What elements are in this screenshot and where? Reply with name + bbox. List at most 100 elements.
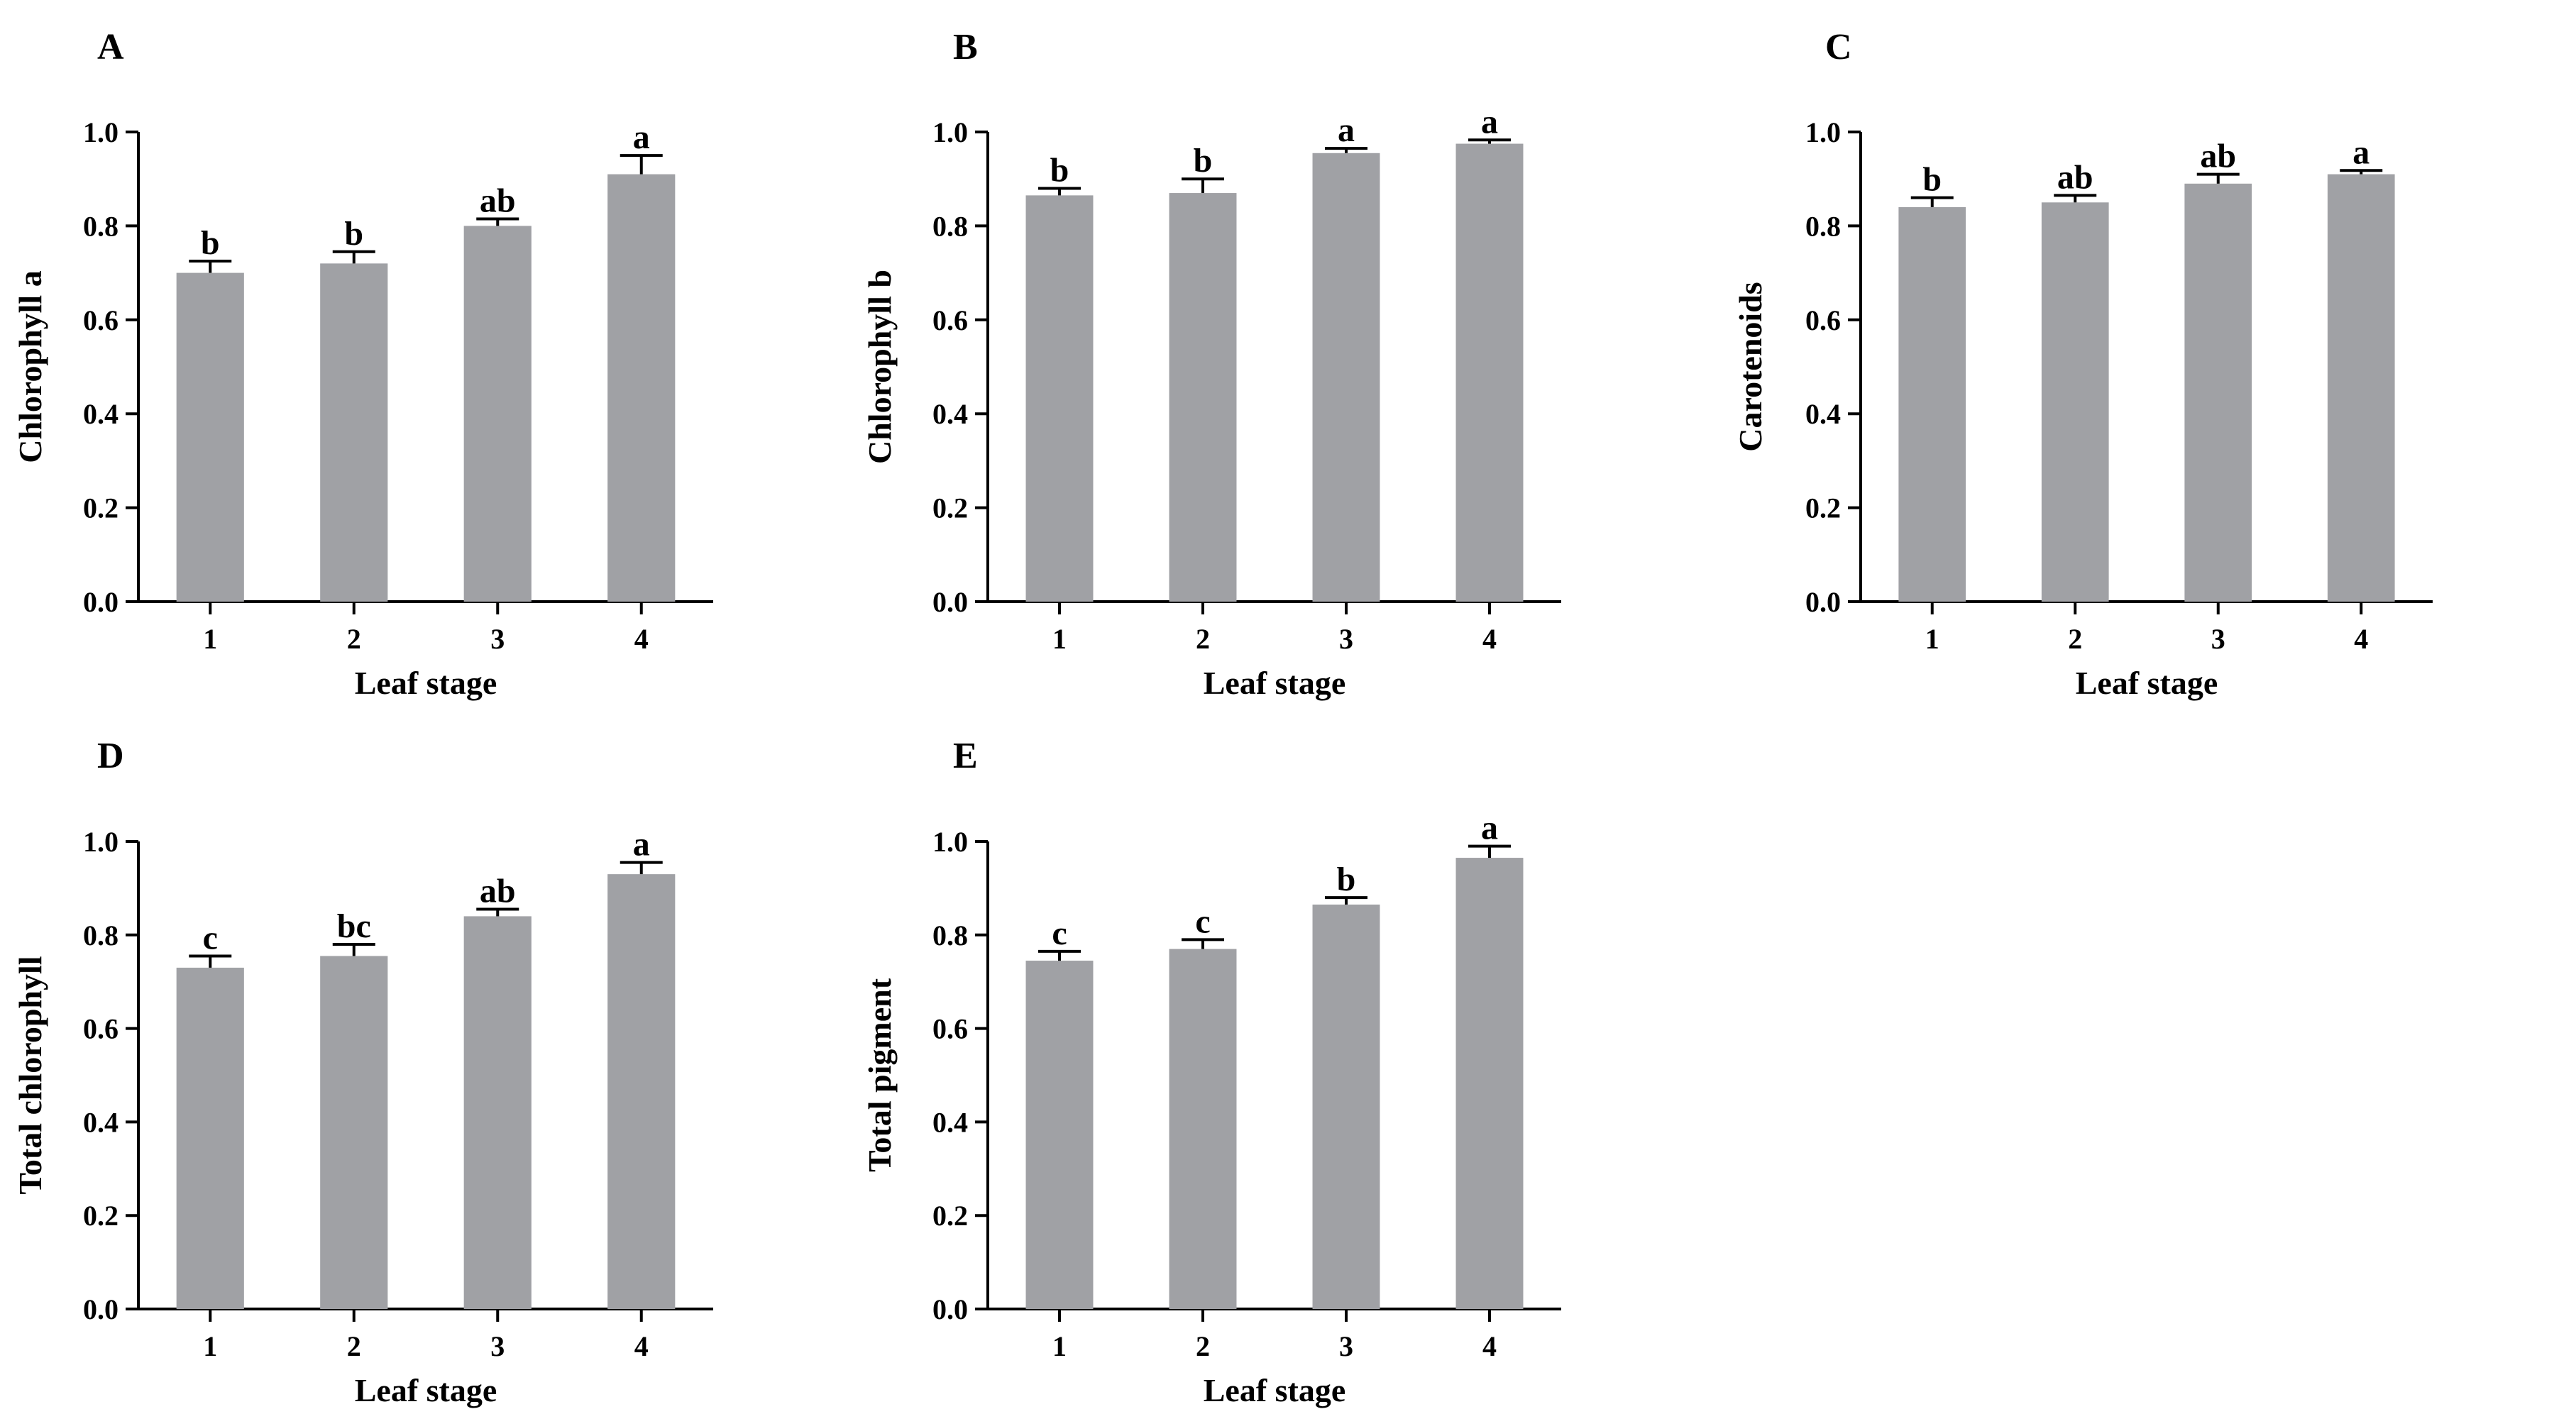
y-tick-label: 0.2 [83,1200,119,1232]
x-tick-label: 1 [203,623,217,655]
significance-label: b [201,224,220,262]
y-axis-label: Total chlorophyll [12,956,48,1194]
x-tick-label: 3 [2211,623,2225,655]
bar [1312,153,1380,602]
chart-panel-a: A Chlorophyll a Leaf stage 0.0 0.2 0.4 0.6 0.8 1… [12,27,713,701]
chart-panel-c: C Carotenoids Leaf stage 0.0 0.2 0.4 0.6 0.8 1.0… [1732,27,2433,701]
significance-label: c [1195,902,1210,940]
x-tick-label: 2 [347,623,361,655]
significance-label: a [633,118,650,156]
y-tick-label: 0.4 [932,1106,968,1138]
panel-label: E [953,736,978,776]
significance-label: ab [2057,158,2093,196]
bar [2041,202,2109,602]
x-tick-label: 4 [1482,623,1497,655]
x-tick-label: 3 [490,623,505,655]
x-tick-label: 3 [1339,623,1353,655]
x-axis-label: Leaf stage [1204,1372,1346,1408]
significance-label: a [1481,103,1498,140]
y-axis-label: Carotenoids [1732,282,1768,451]
y-tick-label: 0.0 [932,586,968,618]
panel-label: D [97,736,124,776]
x-tick-label: 2 [347,1330,361,1362]
y-tick-label: 0.6 [83,1013,119,1045]
x-axis-label: Leaf stage [2076,665,2218,701]
x-tick-label: 3 [490,1330,505,1362]
significance-label: b [344,215,363,253]
y-tick-label: 0.0 [83,586,119,618]
x-tick-label: 2 [2068,623,2082,655]
bar [1169,949,1237,1309]
y-tick-label: 1.0 [1805,116,1841,148]
chart-panel-b: B Chlorophyll b Leaf stage 0.0 0.2 0.4 0.6 0.8 1… [862,27,1561,701]
bar [607,174,676,602]
significance-label: a [2352,133,2369,171]
x-tick-label: 4 [1482,1330,1497,1362]
y-tick-label: 0.2 [932,1200,968,1232]
x-tick-label: 4 [634,623,649,655]
bar [1455,858,1524,1309]
x-tick-label: 4 [2354,623,2368,655]
panel-label: C [1825,27,1852,67]
bar [176,272,244,602]
y-tick-label: 1.0 [83,826,119,858]
x-axis-label: Leaf stage [1204,665,1346,701]
bar [1025,195,1094,602]
significance-label: ab [2200,138,2236,175]
panel-label: B [953,27,978,67]
bar [2184,183,2252,602]
y-tick-label: 0.0 [1805,586,1841,618]
significance-label: c [203,919,218,956]
x-tick-label: 2 [1196,1330,1210,1362]
panel-label: A [97,27,124,67]
bar [463,226,532,602]
y-tick-label: 0.0 [932,1293,968,1325]
x-tick-label: 1 [203,1330,217,1362]
significance-label: b [1337,861,1356,898]
bar [2327,174,2395,602]
x-axis-label: Leaf stage [355,1372,497,1408]
chart-panel-e: E Total pigment Leaf stage 0.0 0.2 0.4 0.6 0.8 1… [862,736,1561,1408]
y-axis-label: Chlorophyll a [12,270,48,463]
y-tick-label: 0.4 [932,398,968,430]
significance-label: c [1052,915,1067,952]
y-tick-label: 0.6 [1805,304,1841,336]
y-tick-label: 0.2 [932,492,968,524]
significance-label: ab [480,182,516,219]
significance-label: b [1194,142,1213,179]
significance-label: a [633,826,650,863]
y-tick-label: 0.0 [83,1293,119,1325]
y-tick-label: 0.4 [83,398,119,430]
y-tick-label: 0.2 [83,492,119,524]
bar [1898,206,1966,602]
x-tick-label: 4 [634,1330,649,1362]
bar [1455,143,1524,602]
y-tick-label: 0.8 [932,919,968,951]
y-tick-label: 0.8 [83,919,119,951]
y-axis-label: Chlorophyll b [862,270,898,464]
y-tick-label: 0.4 [1805,398,1841,430]
bar [176,967,244,1309]
y-tick-label: 0.6 [932,304,968,336]
y-axis-label: Total pigment [862,978,898,1172]
bar [607,874,676,1309]
y-tick-label: 0.2 [1805,492,1841,524]
significance-label: a [1481,810,1498,847]
y-tick-label: 0.4 [83,1106,119,1138]
significance-label: a [1338,111,1355,149]
bar [1312,904,1380,1309]
x-tick-label: 1 [1052,623,1067,655]
bar [1025,961,1094,1309]
bar [463,916,532,1309]
bar [320,956,388,1309]
bar [1169,193,1237,602]
y-tick-label: 0.8 [1805,210,1841,242]
y-tick-label: 0.8 [83,210,119,242]
x-axis-label: Leaf stage [355,665,497,701]
y-tick-label: 1.0 [83,116,119,148]
x-tick-label: 3 [1339,1330,1353,1362]
x-tick-label: 1 [1052,1330,1067,1362]
chart-panel-d: D Total chlorophyll Leaf stage 0.0 0.2 0.4 0.6… [12,736,713,1408]
significance-label: ab [480,873,516,910]
